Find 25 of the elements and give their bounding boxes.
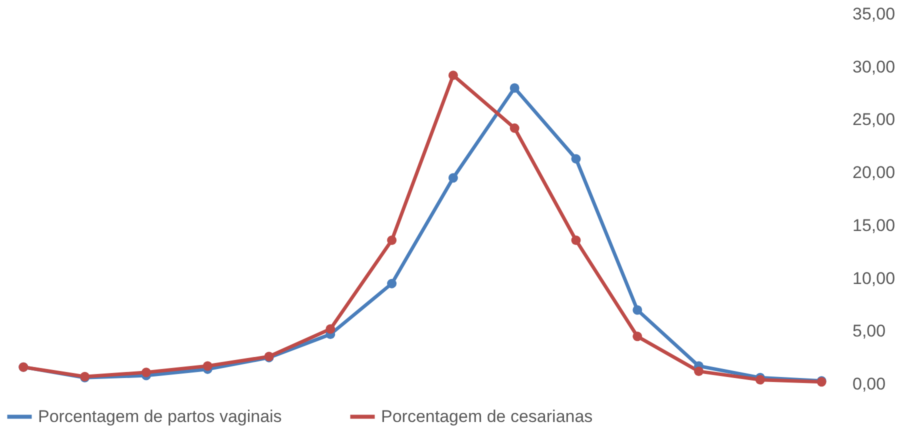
point (755, 375, 765, 385)
point (632, 332, 642, 342)
point (326, 324, 336, 334)
y-tick-label: 20,00 (852, 163, 896, 182)
point (141, 368, 151, 378)
point (448, 70, 458, 80)
y-tick-label: 0,00 (852, 374, 886, 394)
point (202, 361, 212, 371)
y-tick-label: 10,00 (852, 268, 896, 288)
point (510, 83, 520, 93)
y-tick-label: 5,00 (852, 322, 886, 341)
point (571, 235, 581, 245)
legend-label: Porcentagem de cesarianas (381, 406, 593, 426)
point (448, 173, 458, 183)
y-tick-label: 15,00 (852, 216, 896, 235)
point (510, 123, 520, 133)
y-tick-label: 25,00 (852, 110, 896, 130)
y-tick-label: 30,00 (852, 57, 896, 76)
y-tick-label: 35,00 (852, 4, 896, 24)
point (694, 366, 704, 376)
point (632, 305, 642, 315)
legend-label: Porcentagem de partos vaginais (38, 406, 282, 426)
point (387, 278, 397, 288)
point (387, 235, 397, 245)
point (571, 154, 581, 164)
